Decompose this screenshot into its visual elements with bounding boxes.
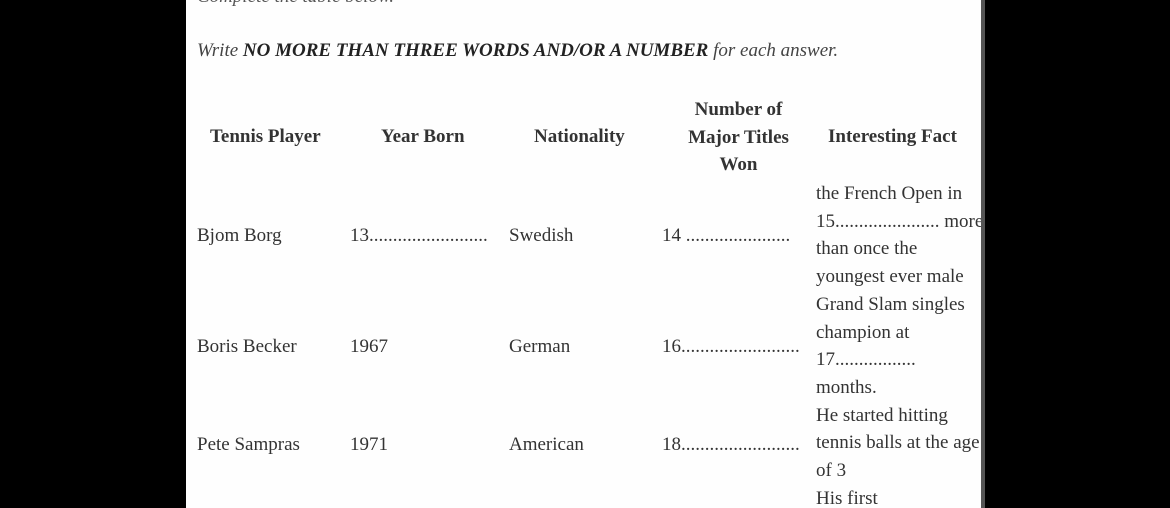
cell-nationality: German [509, 336, 571, 357]
fact-line: than once the [816, 238, 918, 260]
cell-player: Bjom Borg [197, 225, 282, 246]
header-nationality: Nationality [534, 126, 625, 147]
document-page: Complete the table below. Write NO MORE … [186, 0, 981, 508]
header-tennis-player: Tennis Player [210, 126, 321, 147]
cell-player: Boris Becker [197, 336, 297, 357]
header-major-titles: Number of Major Titles Won [676, 96, 801, 179]
fact-line: He started hitting [816, 404, 948, 426]
header-line: Won [719, 154, 758, 175]
fact-line: champion at [816, 321, 910, 343]
instruction-suffix: for each answer. [708, 40, 839, 61]
header-line: Major Titles [688, 126, 789, 148]
page-edge [981, 0, 985, 508]
fact-line: youngest ever male [816, 266, 964, 288]
cell-titles: 18......................... [662, 434, 800, 455]
cell-year: 1967 [350, 336, 388, 357]
cell-nationality: American [509, 434, 584, 455]
cell-player: Pete Sampras [197, 434, 300, 455]
fact-line: 15...................... more [816, 210, 981, 232]
cell-titles: 14 ...................... [662, 225, 791, 246]
cell-titles: 16......................... [662, 336, 800, 357]
fact-line: of 3 [816, 460, 847, 482]
fact-line: His first [816, 487, 878, 508]
header-line: Number of [694, 99, 783, 120]
header-interesting-fact: Interesting Fact [828, 126, 957, 147]
cell-year: 13......................... [350, 225, 488, 246]
intro-text: Complete the table below. [197, 0, 394, 8]
instruction-text: Write NO MORE THAN THREE WORDS AND/OR A … [197, 40, 838, 62]
fact-line: tennis balls at the age [816, 432, 980, 454]
header-year-born: Year Born [381, 126, 465, 147]
cell-nationality: Swedish [509, 225, 574, 246]
cell-fact: the French Open in 15...................… [816, 180, 981, 508]
instruction-bold: NO MORE THAN THREE WORDS AND/OR A NUMBER [242, 40, 709, 61]
fact-line: Grand Slam singles [816, 293, 965, 315]
instruction-prefix: Write [197, 40, 243, 61]
cell-year: 1971 [350, 434, 388, 455]
fact-line: 17................. [816, 349, 916, 371]
fact-line: months. [816, 376, 877, 398]
fact-line: the French Open in [816, 183, 963, 204]
